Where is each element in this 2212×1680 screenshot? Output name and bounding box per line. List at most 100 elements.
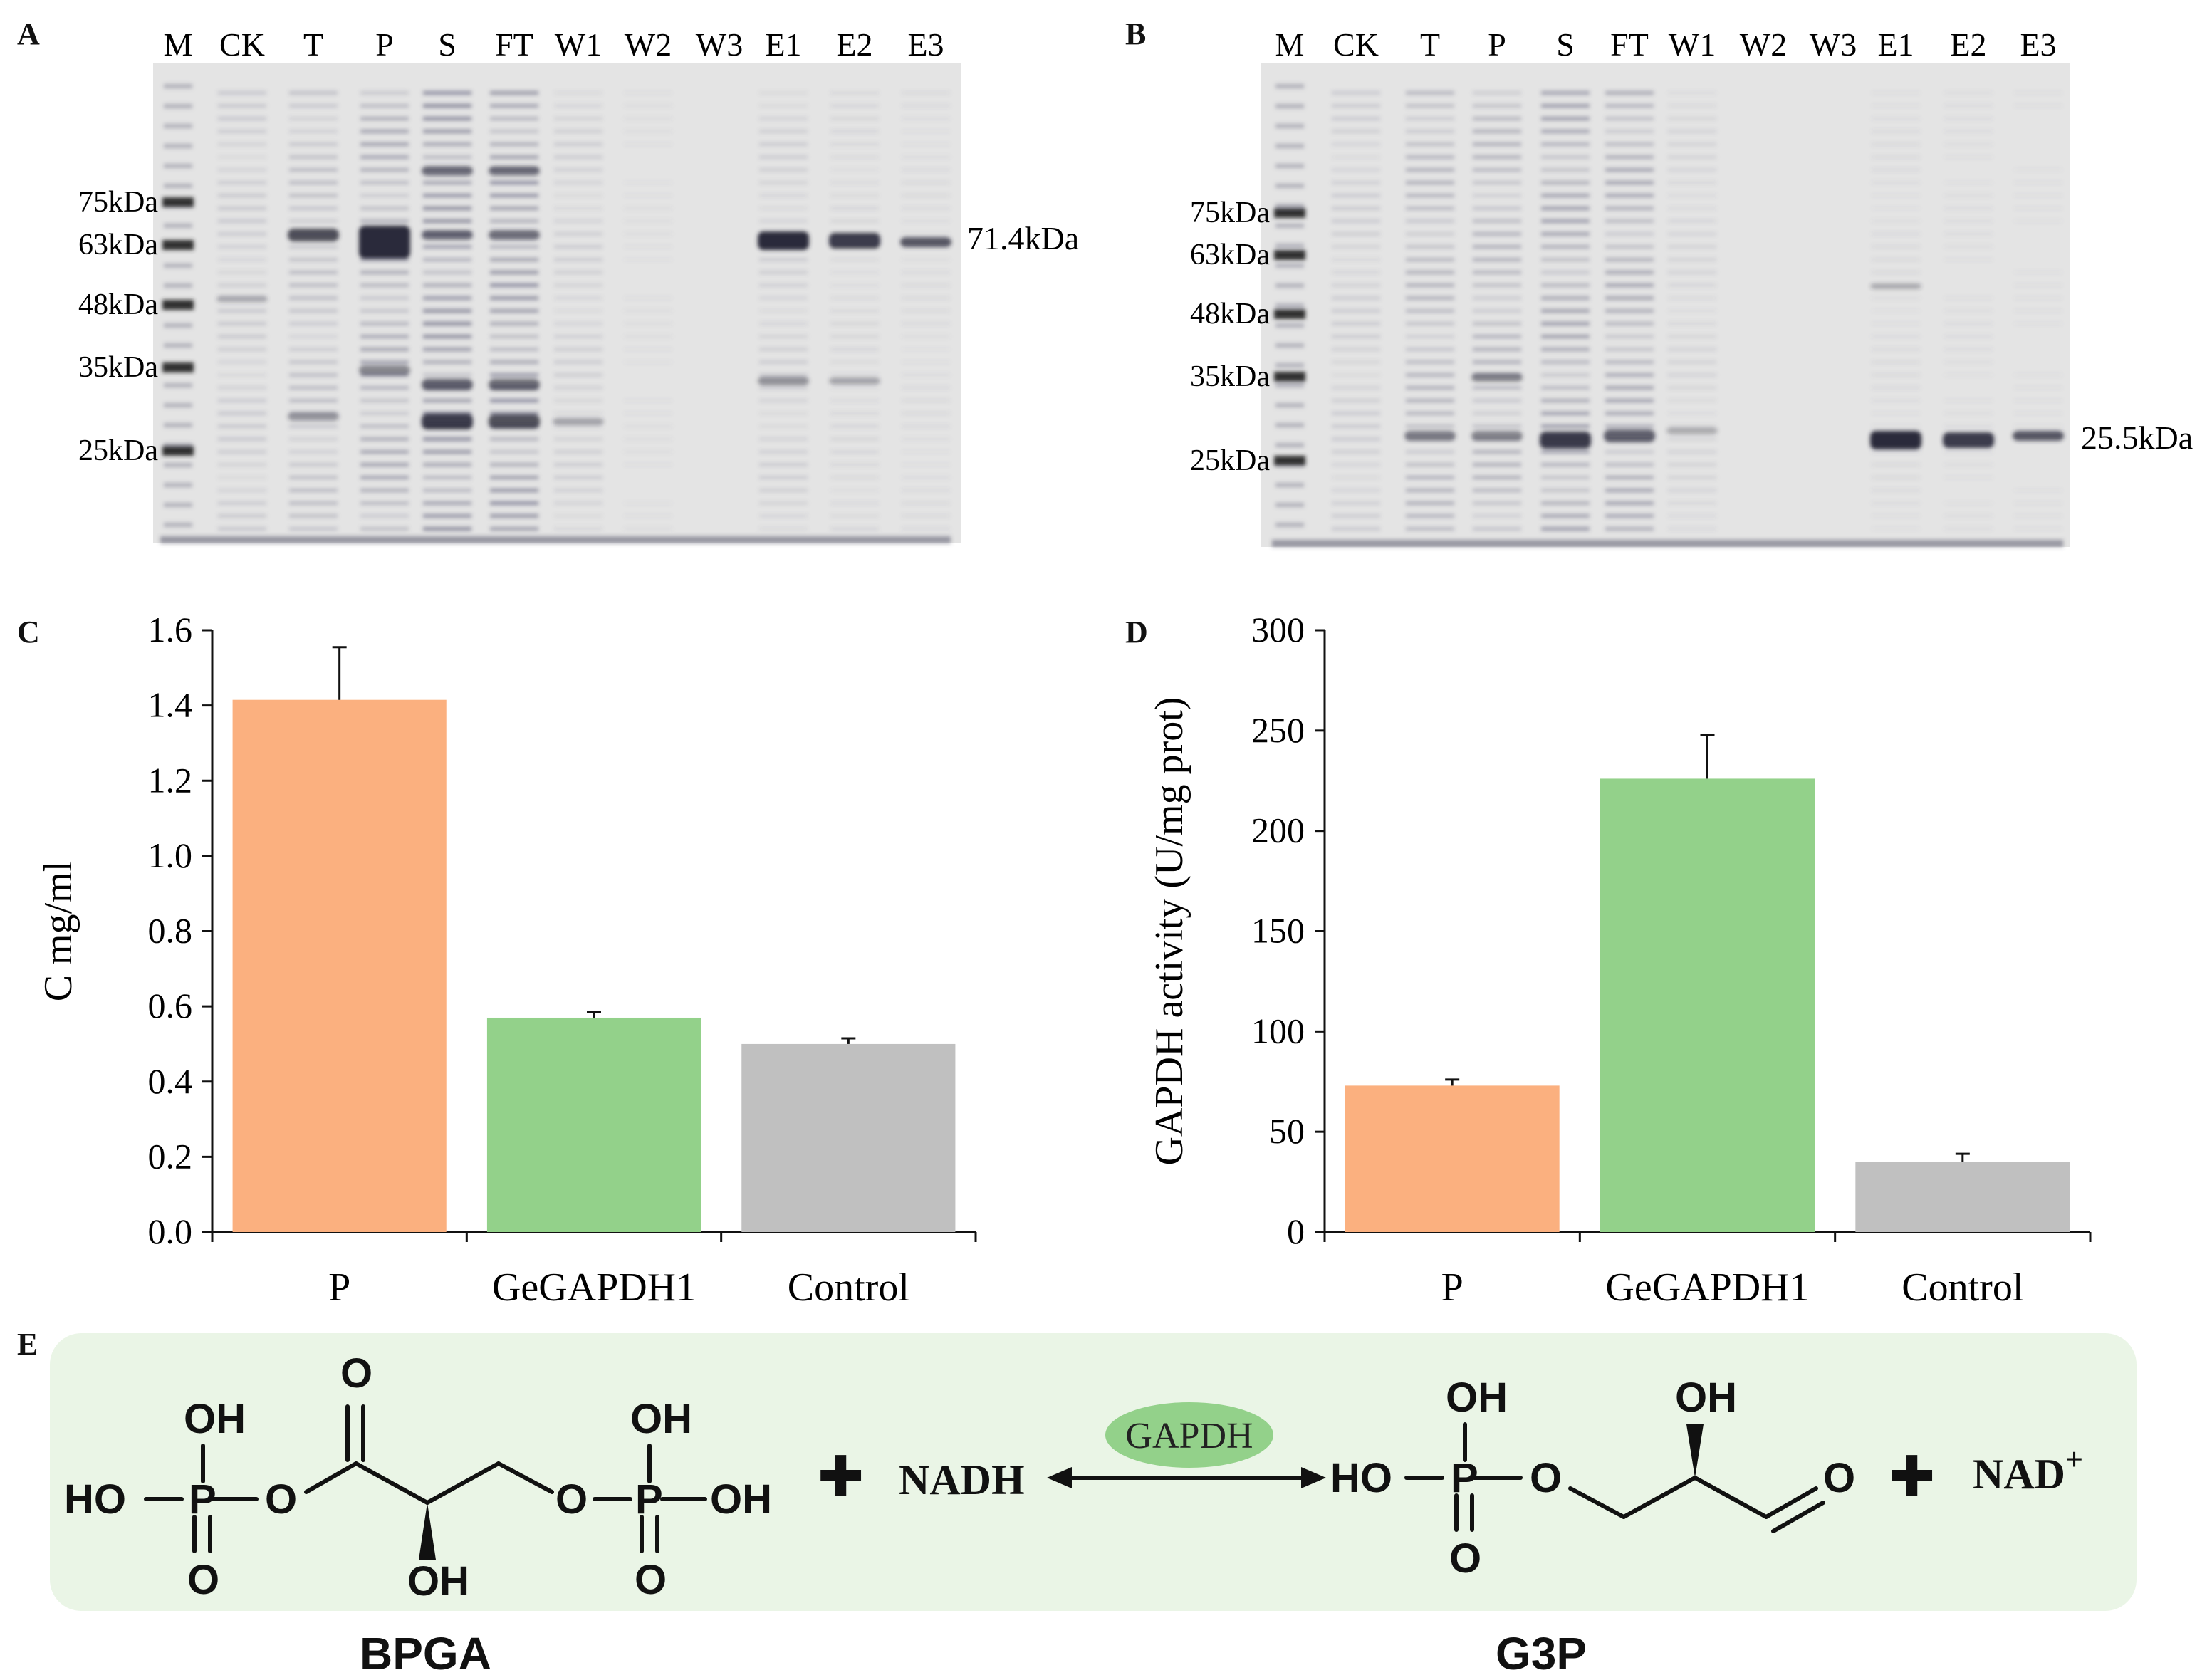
gel-smear-band: [218, 142, 266, 146]
gel-smear-band: [759, 501, 808, 505]
gel-smear-band: [902, 360, 950, 364]
gel-smear-band: [902, 501, 950, 505]
chart-c: 0.0 0.2 0.4 0.6 0.8 1.0 1.2 1.4 1.6 P GeGAPDH1 Cont…: [36, 610, 977, 1310]
gel-smear-band: [554, 527, 602, 531]
gel-smear-band: [1406, 360, 1454, 364]
gel-smear-band: [1473, 117, 1521, 120]
gel-marker-band: [162, 197, 194, 207]
gel-protein-band: [1540, 432, 1591, 449]
gel-marker-label: 48kDa: [78, 288, 158, 321]
gel-smear-band: [1944, 104, 1993, 108]
gel-smear-band: [1605, 181, 1654, 184]
gel-smear-band: [902, 335, 950, 338]
atom-o: O: [340, 1350, 372, 1397]
gel-smear-band: [830, 527, 879, 531]
gel-smear-band: [490, 194, 538, 197]
gel-smear-band: [759, 424, 808, 428]
gel-smear-band: [1541, 386, 1590, 390]
atom-o: O: [265, 1476, 297, 1523]
gel-smear-band: [423, 450, 471, 454]
gel-smear-band: [423, 437, 471, 441]
gel-smear-band: [1872, 386, 1920, 390]
gel-smear-band: [1541, 283, 1590, 287]
gel-lane-label: P: [375, 26, 394, 63]
gel-smear-band: [1406, 142, 1454, 146]
gel-smear-band: [624, 450, 672, 454]
gel-smear-band: [360, 168, 409, 172]
gel-smear-band: [1332, 283, 1380, 287]
cofactor-nad: NAD+: [1973, 1442, 2083, 1498]
gel-smear-band: [624, 399, 672, 402]
gel-ladder-band: [1275, 104, 1304, 108]
gel-smear-band: [1406, 373, 1454, 377]
gel-smear-band: [1944, 424, 1993, 428]
gel-ladder-band: [164, 503, 192, 507]
gel-marker-label: 35kDa: [1190, 360, 1270, 393]
gel-smear-band: [1473, 527, 1521, 531]
gel-smear-band: [218, 283, 266, 287]
gel-smear-band: [1872, 142, 1920, 146]
gel-smear-band: [218, 437, 266, 441]
gel-smear-band: [490, 155, 538, 159]
gel-ladder-band: [1275, 264, 1304, 268]
gel-smear-band: [830, 271, 879, 274]
gel-lane-label: CK: [1333, 26, 1379, 63]
gel-smear-band: [1668, 424, 1716, 428]
gel-smear-band: [902, 476, 950, 479]
gel-smear-band: [554, 296, 602, 300]
gel-smear-band: [759, 181, 808, 184]
gel-smear-band: [554, 168, 602, 172]
gel-lane-label: T: [303, 26, 323, 63]
atom-o: O: [1449, 1535, 1481, 1582]
gel-smear-band: [1473, 386, 1521, 390]
gel-smear-band: [624, 142, 672, 146]
gel-smear-band: [1473, 309, 1521, 313]
gel-smear-band: [1605, 463, 1654, 466]
gel-smear-band: [360, 117, 409, 120]
gel-smear-band: [830, 463, 879, 466]
y-axis-label: GAPDH activity (U/mg prot): [1147, 697, 1191, 1166]
gel-smear-band: [624, 219, 672, 223]
gel-smear-band: [423, 296, 471, 300]
gel-smear-band: [830, 194, 879, 197]
gel-protein-band: [422, 379, 473, 390]
gel-smear-band: [1406, 424, 1454, 428]
gel-smear-band: [360, 258, 409, 261]
x-tick-label: GeGAPDH1: [492, 1266, 696, 1310]
gel-ladder-band: [164, 403, 192, 407]
chart-d: 0 50 100 150 200 250 300 P GeGAPDH1 Control GAPDH …: [1147, 610, 2092, 1310]
gel-smear-band: [1668, 360, 1716, 364]
gel-smear-band: [1668, 514, 1716, 518]
gel-smear-band: [1605, 360, 1654, 364]
gel-marker-label: 63kDa: [78, 229, 158, 261]
gel-smear-band: [1541, 168, 1590, 172]
gel-smear-band: [1473, 271, 1521, 274]
gel-smear-band: [218, 348, 266, 351]
gel-smear-band: [2014, 412, 2062, 415]
gel-smear-band: [1944, 194, 1993, 197]
gel-smear-band: [1406, 296, 1454, 300]
gel-smear-band: [1473, 501, 1521, 505]
atom-oh: OH: [710, 1476, 772, 1523]
panel-letter-b: B: [1125, 16, 1147, 51]
gel-smear-band: [423, 194, 471, 197]
gel-smear-band: [218, 514, 266, 518]
gel-smear-band: [1944, 335, 1993, 338]
gel-smear-band: [360, 501, 409, 505]
gel-smear-band: [490, 271, 538, 274]
gel-smear-band: [759, 322, 808, 325]
gel-smear-band: [759, 283, 808, 287]
gel-smear-band: [2014, 181, 2062, 184]
gel-smear-band: [554, 399, 602, 402]
gel-smear-band: [1872, 476, 1920, 479]
gel-smear-band: [1605, 283, 1654, 287]
gel-smear-band: [902, 296, 950, 300]
gel-smear-band: [289, 283, 338, 287]
gel-smear-band: [1944, 207, 1993, 210]
gel-smear-band: [902, 437, 950, 441]
gel-smear-band: [423, 142, 471, 146]
gel-smear-band: [554, 130, 602, 133]
gel-smear-band: [490, 476, 538, 479]
gel-smear-band: [423, 399, 471, 402]
